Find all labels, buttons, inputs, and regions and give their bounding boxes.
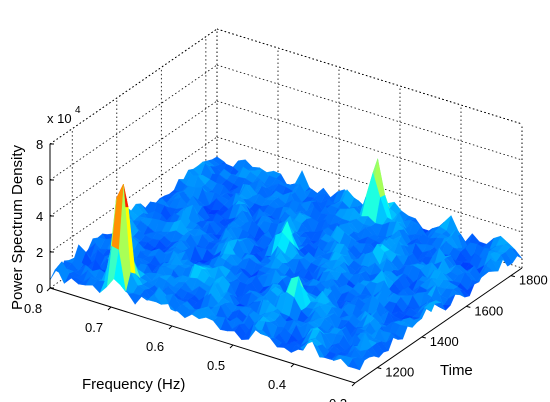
x-tick-mark: [351, 382, 356, 387]
y-tick-mark: [377, 367, 382, 370]
y-tick-mark: [466, 305, 471, 308]
surface: [49, 156, 523, 371]
grid-line: [216, 28, 523, 125]
z-tick-labels: 0 2 4 6 8: [36, 137, 43, 296]
grid-line: [216, 100, 523, 197]
y-axis-line: [354, 267, 523, 384]
x-axis-label: Frequency (Hz): [82, 376, 185, 393]
z-tick-label: 6: [36, 173, 43, 188]
x-axis-line: [49, 287, 356, 384]
y-tick-label: 1600: [474, 303, 503, 318]
y-tick-label: 1800: [519, 273, 548, 288]
y-tick-mark: [421, 336, 426, 339]
x-tick-mark: [46, 287, 51, 292]
x-tick-mark: [290, 363, 295, 368]
z-scale-multiplier: x 10: [47, 111, 72, 126]
grid-line: [49, 136, 218, 253]
z-scale-exponent: 4: [75, 105, 81, 116]
grid-line: [216, 28, 523, 125]
grid-line: [216, 64, 523, 161]
surface-patch: [49, 261, 63, 281]
axes-box: [46, 143, 523, 387]
y-axis-label: Time: [440, 362, 473, 379]
y-tick-label: 1400: [430, 334, 459, 349]
y-tick-labels: 1200 1400 1600 1800: [385, 273, 548, 380]
grid-line: [216, 28, 523, 125]
grid-line: [49, 100, 218, 217]
z-tick-label: 4: [36, 209, 43, 224]
y-tick-mark: [510, 275, 515, 278]
x-tick-label: 0.4: [268, 377, 286, 392]
x-tick-label: 0.7: [85, 320, 103, 335]
x-tick-label: 0.5: [207, 358, 225, 373]
grid-line: [49, 64, 218, 181]
x-tick-mark: [107, 306, 112, 311]
x-tick-label: 0.6: [146, 339, 164, 354]
x-tick-labels: 0.8 0.7 0.6 0.5 0.4 0.3: [24, 301, 347, 402]
z-tick-label: 8: [36, 137, 43, 152]
grid-line: [216, 136, 523, 233]
x-tick-label: 0.8: [24, 301, 42, 316]
z-tick-label: 2: [36, 245, 43, 260]
y-tick-label: 1200: [385, 365, 414, 380]
z-tick-label: 0: [36, 281, 43, 296]
x-tick-mark: [229, 344, 234, 349]
grid-line: [49, 28, 218, 145]
x-tick-mark: [168, 325, 173, 330]
x-tick-label: 0.3: [329, 396, 347, 402]
surface-patch: [127, 292, 141, 305]
z-axis-label: Power Spectrum Density: [9, 144, 26, 310]
